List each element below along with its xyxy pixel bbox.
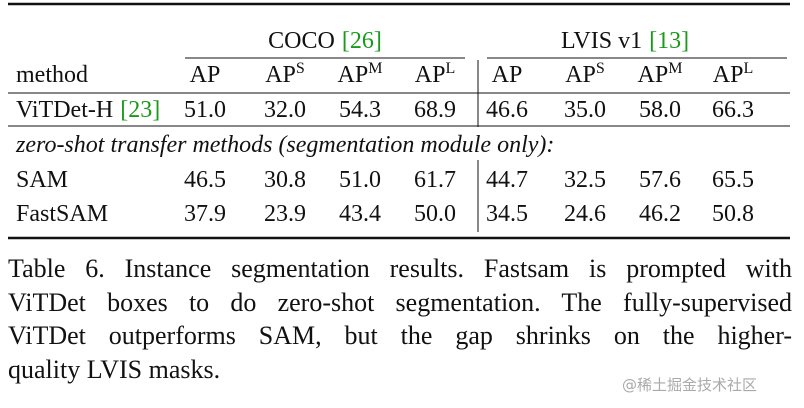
cell-value: 30.8: [264, 167, 306, 193]
column-header: APM: [338, 60, 383, 88]
caption-line: Table 6. Instance segmentation results. …: [8, 254, 792, 283]
cell-value: 61.7: [414, 167, 456, 193]
cell-value: 37.9: [184, 201, 226, 227]
method-name: ViTDet-H [23]: [16, 97, 160, 123]
method: SAM: [16, 167, 68, 193]
column-header: AP: [492, 62, 523, 88]
cell-value: 54.3: [339, 97, 381, 123]
group-name: COCO: [268, 28, 335, 54]
cell-value: 46.5: [184, 167, 226, 193]
column-label: AP: [338, 62, 369, 88]
section-label: zero-shot transfer methods (segmentation…: [15, 132, 554, 158]
cell-value: 24.6: [564, 201, 606, 227]
column-superscript: L: [743, 60, 753, 77]
cell-value: 32.5: [564, 167, 606, 193]
column-header: APS: [565, 60, 605, 88]
column-header: method: [16, 62, 88, 88]
column-header: APS: [265, 60, 305, 88]
column-header: APL: [713, 60, 753, 88]
column-header: APM: [638, 60, 683, 88]
citation: [23]: [120, 97, 160, 123]
group-name: LVIS v1: [561, 28, 642, 54]
cell-value: 46.2: [639, 201, 681, 227]
cell-value: 51.0: [184, 97, 226, 123]
column-label: AP: [190, 62, 221, 88]
cell-value: 58.0: [639, 97, 681, 123]
cell-value: 65.5: [712, 167, 754, 193]
column-superscript: M: [368, 60, 382, 77]
method-name: FastSAM: [16, 201, 108, 227]
column-header: APL: [415, 60, 455, 88]
column-label: method: [16, 62, 88, 88]
column-label: AP: [638, 62, 669, 88]
group-header: COCO [26]: [268, 28, 382, 54]
column-superscript: S: [296, 60, 305, 77]
cell-value: 23.9: [264, 201, 306, 227]
column-superscript: S: [596, 60, 605, 77]
column-superscript: M: [668, 60, 682, 77]
cell-value: 50.0: [414, 201, 456, 227]
method-name: SAM: [16, 167, 68, 193]
cell-value: 34.5: [486, 201, 528, 227]
caption-line: quality LVIS masks.: [8, 354, 221, 384]
cell-value: 57.6: [639, 167, 681, 193]
column-label: AP: [265, 62, 296, 88]
watermark: @稀土掘金技术社区: [622, 376, 758, 394]
column-header: AP: [190, 62, 221, 88]
column-label: AP: [713, 62, 744, 88]
cell-value: 50.8: [712, 201, 754, 227]
cell-value: 46.6: [486, 97, 528, 123]
caption: Table 6. Instance segmentation results. …: [8, 252, 792, 386]
column-label: AP: [492, 62, 523, 88]
table: zero-shot transfer methods (segmentation…: [8, 2, 790, 240]
column-superscript: L: [445, 60, 455, 77]
cell-value: 35.0: [564, 97, 606, 123]
cell-value: 51.0: [339, 167, 381, 193]
column-label: AP: [565, 62, 596, 88]
cell-value: 66.3: [712, 97, 754, 123]
citation: [26]: [342, 28, 382, 54]
citation: [13]: [649, 28, 689, 54]
column-label: AP: [415, 62, 446, 88]
cell-value: 32.0: [264, 97, 306, 123]
method: ViTDet-H: [16, 97, 113, 123]
method: FastSAM: [16, 201, 108, 227]
cell-value: 43.4: [339, 201, 381, 227]
cell-value: 44.7: [486, 167, 528, 193]
group-header: LVIS v1 [13]: [561, 28, 689, 54]
caption-line: ViTDet outperforms SAM, but the gap shri…: [8, 321, 792, 350]
cell-value: 68.9: [414, 97, 456, 123]
caption-line: ViTDet boxes to do zero-shot segmentatio…: [8, 287, 792, 317]
